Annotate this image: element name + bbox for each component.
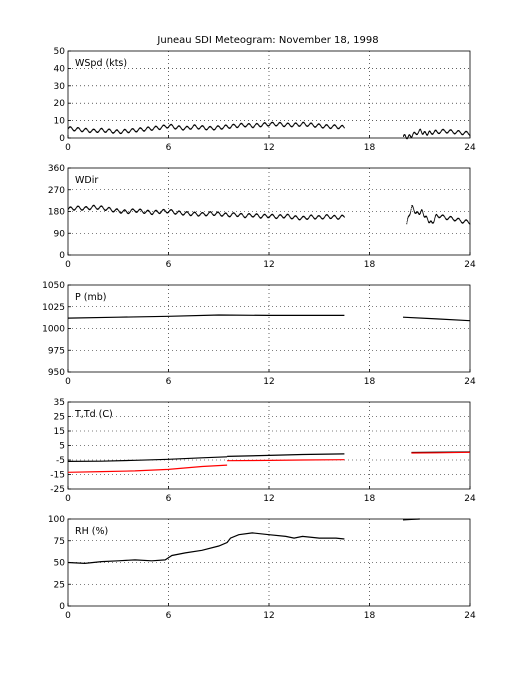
panel-4-series-0-seg-0: [67, 456, 228, 462]
panel-3-ytick-0: 950: [48, 368, 65, 378]
panel-5-label: RH (%): [75, 526, 108, 537]
panel-2-xtick-4: 24: [464, 260, 476, 270]
panel-3-xtick-4: 24: [464, 377, 476, 387]
panel-4-xtick-0: 0: [65, 494, 71, 504]
panel-5-xtick-0: 0: [65, 611, 71, 621]
panel-5-ytick-2: 50: [54, 559, 66, 569]
panel-3-xtick-3: 18: [364, 377, 376, 387]
panel-4-xtick-2: 12: [263, 494, 274, 504]
panel-2-xtick-2: 12: [263, 260, 274, 270]
panel-4-series-1-seg-2: [411, 451, 471, 454]
panel-2-ytick-1: 90: [54, 229, 66, 239]
panel-5-ytick-0: 0: [59, 602, 65, 612]
panel-3-ytick-4: 1050: [42, 281, 65, 291]
panel-1-label: WSpd (kts): [75, 58, 127, 69]
panel-4-ytick-6: 35: [54, 398, 65, 408]
panel-5-xtick-1: 6: [166, 611, 172, 621]
figure-title: Juneau SDI Meteogram: November 18, 1998: [156, 35, 378, 46]
panel-1-series-0-seg-1: [403, 128, 471, 140]
panel-5-xtick-2: 12: [263, 611, 274, 621]
panel-3-xtick-1: 6: [166, 377, 172, 387]
panel-1: 0 6 12 18 24 0 10 20 30 40 50 WSpd (kts): [54, 47, 476, 153]
panel-1-xtick-2: 12: [263, 143, 274, 153]
panel-5: 0 6 12 18 24 0 25 50 75 100 RH (%): [48, 515, 476, 621]
panel-1-xtick-3: 18: [364, 143, 376, 153]
panel-2-xtick-1: 6: [166, 260, 172, 270]
panel-4-xtick-4: 24: [464, 494, 476, 504]
panel-2: 0 6 12 18 24 0 90 180 270 360 WDir: [48, 164, 476, 270]
panel-1-ytick-4: 40: [54, 64, 66, 74]
panel-1-ytick-2: 20: [54, 99, 66, 109]
panel-2-label: WDir: [75, 175, 98, 186]
panel-4: 0 6 12 18 24 -25 -15 -5 5 15 25 35 T,Td (C): [50, 398, 476, 504]
panel-3-series-0-seg-1: [402, 316, 471, 322]
panel-1-ytick-3: 30: [54, 82, 66, 92]
panel-2-ytick-0: 0: [59, 251, 65, 261]
panel-3-xtick-2: 12: [263, 377, 274, 387]
panel-2-xtick-0: 0: [65, 260, 71, 270]
panel-3-ytick-3: 1025: [42, 303, 65, 313]
panel-5-xtick-3: 18: [364, 611, 376, 621]
panel-3: 0 6 12 18 24 950 975 1000 1025 1050 P (mb): [42, 281, 476, 387]
panel-1-ytick-1: 10: [54, 117, 66, 127]
panel-5-ytick-1: 25: [54, 580, 65, 590]
panel-4-series-1-seg-1: [227, 459, 345, 462]
panel-5-xtick-4: 24: [464, 611, 476, 621]
panel-4-ytick-5: 25: [54, 413, 65, 423]
panel-1-ytick-5: 50: [54, 47, 66, 57]
panel-5-series-0-seg-1: [402, 518, 420, 521]
panel-5-ytick-3: 75: [54, 537, 65, 547]
panel-1-xtick-4: 24: [464, 143, 476, 153]
panel-3-ytick-2: 1000: [42, 325, 65, 335]
panel-4-ytick-0: -25: [50, 485, 65, 495]
panel-1-ytick-0: 0: [59, 134, 65, 144]
panel-4-ytick-4: 15: [54, 427, 65, 437]
panel-3-series-0-seg-0: [67, 314, 345, 319]
panel-4-series-0-seg-1: [227, 453, 345, 457]
panel-4-label: T,Td (C): [74, 409, 113, 420]
panel-2-series-0-seg-1: [406, 205, 471, 225]
panel-3-ytick-1: 975: [48, 346, 65, 356]
panel-4-xtick-1: 6: [166, 494, 172, 504]
panel-1-series-0-seg-0: [68, 121, 345, 135]
panel-2-ytick-3: 270: [48, 186, 65, 196]
panel-4-ytick-2: -5: [56, 456, 65, 466]
panel-4-ytick-3: 5: [59, 442, 65, 452]
panel-3-label: P (mb): [75, 292, 106, 303]
panel-4-series-1-seg-0: [67, 464, 228, 473]
panel-4-ytick-1: -15: [50, 471, 65, 481]
panel-2-ytick-2: 180: [48, 208, 65, 218]
panel-1-xtick-0: 0: [65, 143, 71, 153]
panel-4-xtick-3: 18: [364, 494, 376, 504]
panel-5-ytick-4: 100: [48, 515, 65, 525]
panel-2-series-0-seg-0: [68, 204, 345, 221]
panel-1-xtick-1: 6: [166, 143, 172, 153]
panel-5-series-0-seg-0: [67, 532, 345, 565]
panel-2-xtick-3: 18: [364, 260, 376, 270]
panel-2-ytick-4: 360: [48, 164, 65, 174]
panel-3-xtick-0: 0: [65, 377, 71, 387]
